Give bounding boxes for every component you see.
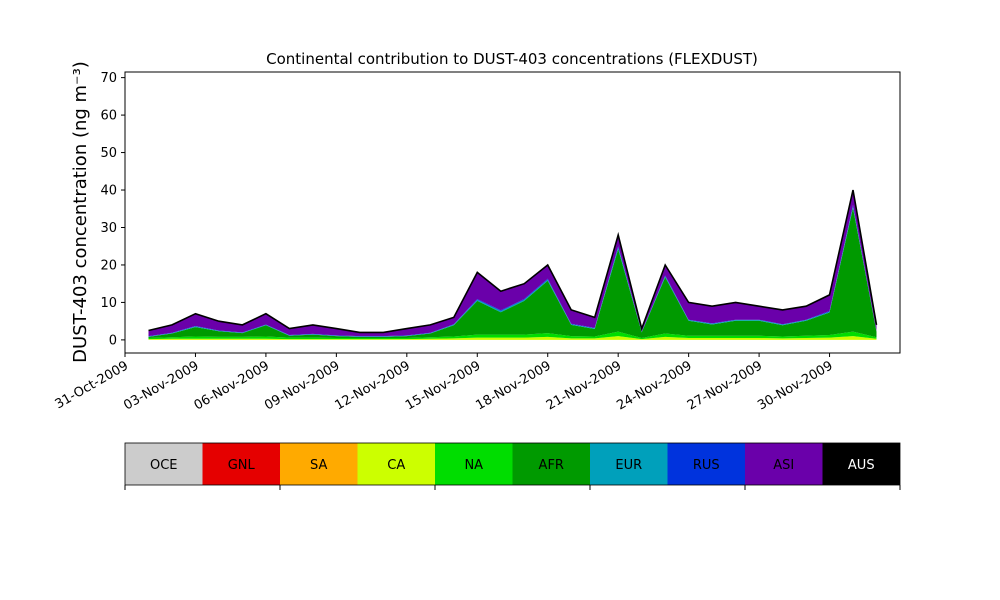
legend-swatch-rus	[667, 443, 745, 485]
x-tick-label: 15-Nov-2009	[403, 358, 483, 413]
y-tick-label: 0	[109, 333, 117, 348]
x-tick-label: 21-Nov-2009	[544, 358, 624, 413]
legend-label: RUS	[693, 458, 720, 473]
legend-label: EUR	[615, 458, 642, 473]
y-tick-label: 30	[100, 221, 117, 236]
legend-swatch-eur	[590, 443, 668, 485]
y-tick-label: 70	[100, 71, 117, 86]
legend-label: NA	[464, 458, 483, 473]
total-line	[148, 189, 878, 334]
x-tick-label: 12-Nov-2009	[333, 358, 413, 413]
legend-swatch-aus	[822, 443, 900, 485]
legend-label: SA	[310, 458, 327, 473]
legend-swatch-afr	[512, 443, 590, 485]
y-axis: 0 10 20 30 40 50 60 70	[100, 71, 125, 348]
area-na	[148, 331, 877, 340]
legend-swatch-asi	[745, 443, 823, 485]
area-ca	[148, 336, 877, 340]
x-tick-label: 24-Nov-2009	[614, 358, 694, 413]
x-tick-label: 27-Nov-2009	[685, 358, 765, 413]
x-tick-label: 09-Nov-2009	[262, 358, 342, 413]
legend-label: AFR	[539, 458, 564, 473]
y-tick-label: 20	[100, 258, 117, 273]
y-tick-label: 50	[100, 146, 117, 161]
x-tick-label: 03-Nov-2009	[121, 358, 201, 413]
area-afr	[148, 208, 877, 338]
y-tick-label: 60	[100, 109, 117, 124]
legend-label: GNL	[228, 458, 256, 473]
y-tick-label: 40	[100, 184, 117, 199]
x-tick-label: 31-Oct-2009	[53, 358, 131, 412]
legend-label: AUS	[848, 458, 875, 473]
chart-title: Continental contribution to DUST-403 con…	[266, 50, 758, 68]
y-tick-label: 10	[100, 296, 117, 311]
legend-swatch-na	[435, 443, 513, 485]
legend-swatch-ca	[357, 443, 435, 485]
x-axis: 31-Oct-200903-Nov-200906-Nov-200909-Nov-…	[53, 353, 836, 413]
legend-swatch-gnl	[202, 443, 280, 485]
legend-swatch-sa	[280, 443, 358, 485]
legend-swatch-oce	[125, 443, 203, 485]
legend-label: CA	[387, 458, 405, 473]
plot-area	[148, 189, 878, 340]
plot-frame	[124, 71, 901, 354]
legend-label: ASI	[773, 458, 794, 473]
legend-label: OCE	[150, 458, 178, 473]
legend: OCE GNL SA CA NA AFR EUR RUS ASI AUS	[124, 442, 901, 490]
y-axis-label: DUST-403 concentration (ng m⁻³)	[70, 61, 91, 363]
x-tick-label: 30-Nov-2009	[755, 358, 835, 413]
x-tick-label: 18-Nov-2009	[473, 358, 553, 413]
legend-frame	[124, 442, 901, 486]
x-tick-label: 06-Nov-2009	[192, 358, 272, 413]
